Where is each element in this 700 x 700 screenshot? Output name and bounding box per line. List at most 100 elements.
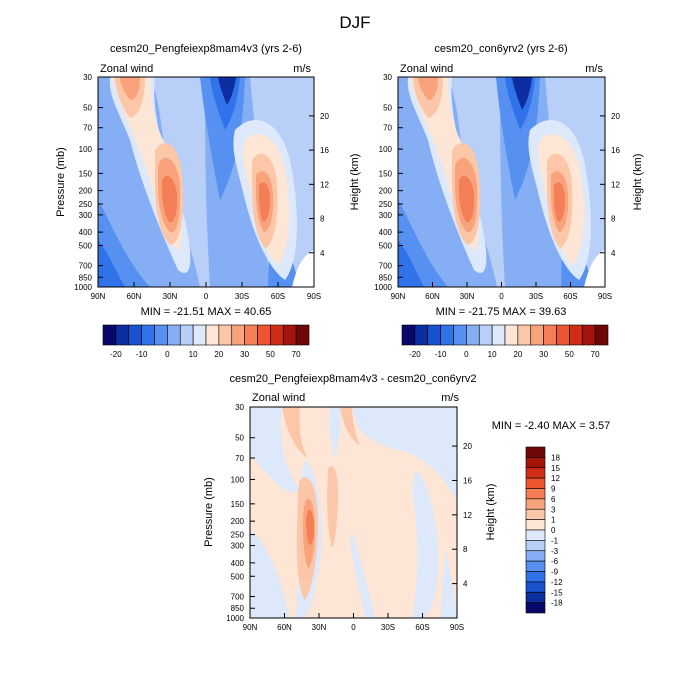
- y-tick-label: 30: [235, 403, 244, 412]
- y-right-tick-label: 4: [320, 249, 325, 258]
- colorbar-swatch: [257, 324, 271, 346]
- colorbar-swatch: [401, 324, 416, 346]
- x-tick-label: 0: [351, 623, 356, 632]
- x-tick-label: 90N: [91, 292, 106, 301]
- colorbar-swatch: [525, 508, 546, 520]
- x-tick-label: 60N: [425, 292, 440, 301]
- y-tick-label: 200: [231, 517, 245, 526]
- colorbar-label: 10: [189, 350, 198, 359]
- colorbar-swatch: [167, 324, 181, 346]
- x-tick-label: 90N: [391, 292, 406, 301]
- y-tick-label: 50: [383, 104, 392, 113]
- colorbar-swatch: [231, 324, 245, 346]
- colorbar-label: 70: [292, 350, 301, 359]
- y-tick-label: 850: [79, 273, 93, 282]
- colorbar-label: -9: [551, 568, 559, 577]
- colorbar-swatch: [525, 581, 546, 593]
- colorbar-label: -12: [551, 578, 563, 587]
- y-right-tick-label: 20: [611, 112, 620, 121]
- y-tick-label: 150: [231, 500, 245, 509]
- colorbar-label: 0: [464, 350, 469, 359]
- y-tick-label: 150: [379, 169, 393, 178]
- colorbar-swatch: [525, 477, 546, 489]
- colorbar-label: -1: [551, 536, 559, 545]
- x-tick-label: 90S: [450, 623, 464, 632]
- y-right-tick-label: 8: [611, 215, 616, 224]
- panel-title: cesm20_Pengfeiexp8mam4v3 - cesm20_con6yr…: [229, 373, 476, 385]
- colorbar-label: 70: [591, 350, 600, 359]
- colorbar: -20 -10 0 10 20 30 50 70: [102, 324, 310, 359]
- colorbar-label: 50: [565, 350, 574, 359]
- y-tick-label: 200: [379, 187, 393, 196]
- colorbar-swatch: [525, 591, 546, 603]
- stats-text: MIN = -21.75 MAX = 39.63: [436, 306, 567, 318]
- x-tick-label: 30N: [163, 292, 178, 301]
- colorbar-swatch: [525, 550, 546, 562]
- stats-text: MIN = -2.40 MAX = 3.57: [492, 420, 611, 432]
- x-tick-label: 30N: [312, 623, 327, 632]
- y-tick-label: 250: [79, 200, 93, 209]
- panel-bottom-difference: cesm20_Pengfeiexp8mam4v3 - cesm20_con6yr…: [203, 373, 610, 632]
- colorbar-label: 1: [551, 516, 556, 525]
- x-tick-label: 60N: [277, 623, 292, 632]
- colorbar-swatch: [141, 324, 155, 346]
- colorbar-swatch: [525, 467, 546, 479]
- colorbar-swatch: [154, 324, 168, 346]
- colorbar-label: 0: [165, 350, 170, 359]
- y-tick-label: 70: [235, 454, 244, 463]
- figure-title: DJF: [339, 13, 370, 32]
- x-tick-label: 90S: [307, 292, 321, 301]
- colorbar-swatch: [295, 324, 310, 346]
- y-tick-label: 100: [379, 145, 393, 154]
- y-tick-label: 250: [231, 531, 245, 540]
- colorbar-label: -6: [551, 557, 559, 566]
- colorbar-label: 20: [513, 350, 522, 359]
- panel-top-left: cesm20_Pengfeiexp8mam4v3 (yrs 2-6) Zonal…: [55, 43, 361, 359]
- colorbar-label: 6: [551, 495, 556, 504]
- y-axis-right-title: Height (km): [632, 154, 644, 211]
- x-ticks: 90N 60N 30N 0 30S 60S 90S: [91, 282, 321, 301]
- panel-title: cesm20_con6yrv2 (yrs 2-6): [434, 43, 567, 55]
- colorbar-swatch: [128, 324, 142, 346]
- colorbar-swatch: [414, 324, 429, 346]
- colorbar-swatch: [218, 324, 233, 346]
- colorbar-swatch: [525, 529, 546, 541]
- x-tick-label: 60N: [127, 292, 142, 301]
- colorbar-label: -10: [136, 350, 148, 359]
- y-right-tick-label: 4: [463, 580, 468, 589]
- panel-right-label: m/s: [585, 63, 603, 75]
- colorbar-label: -15: [551, 588, 563, 597]
- colorbar-swatch: [453, 324, 467, 346]
- y-axis-title: Pressure (mb): [203, 477, 215, 547]
- x-tick-label: 60S: [563, 292, 577, 301]
- y-right-tick-label: 16: [320, 146, 329, 155]
- y-tick-label: 50: [83, 104, 92, 113]
- colorbar-label: -20: [110, 350, 122, 359]
- y-right-tick-label: 12: [611, 180, 620, 189]
- colorbar-swatch: [440, 324, 454, 346]
- y-tick-label: 50: [235, 434, 244, 443]
- colorbar-swatch: [525, 560, 546, 572]
- y-tick-label: 250: [379, 200, 393, 209]
- y-right-tick-label: 4: [611, 249, 616, 258]
- colorbar-swatch: [569, 324, 583, 346]
- panel-title: cesm20_Pengfeiexp8mam4v3 (yrs 2-6): [110, 43, 302, 55]
- colorbar-label: 50: [266, 350, 275, 359]
- colorbar-swatch: [594, 324, 609, 346]
- colorbar-label: 30: [240, 350, 249, 359]
- x-tick-label: 90S: [598, 292, 612, 301]
- panel-left-label: Zonal wind: [100, 63, 153, 75]
- y-right-tick-label: 20: [320, 112, 329, 121]
- colorbar-label: 0: [551, 526, 556, 535]
- y-tick-label: 70: [383, 124, 392, 133]
- colorbar-swatch: [270, 324, 284, 346]
- y-tick-label: 850: [379, 273, 393, 282]
- colorbar-swatch: [556, 324, 570, 346]
- contour-plot: [98, 77, 314, 287]
- y-tick-label: 400: [79, 228, 93, 237]
- colorbar-swatch: [543, 324, 557, 346]
- y-right-tick-label: 20: [463, 442, 472, 451]
- panel-top-right: cesm20_con6yrv2 (yrs 2-6) Zonal wind m/s: [374, 43, 644, 359]
- contour-plot: [398, 77, 605, 287]
